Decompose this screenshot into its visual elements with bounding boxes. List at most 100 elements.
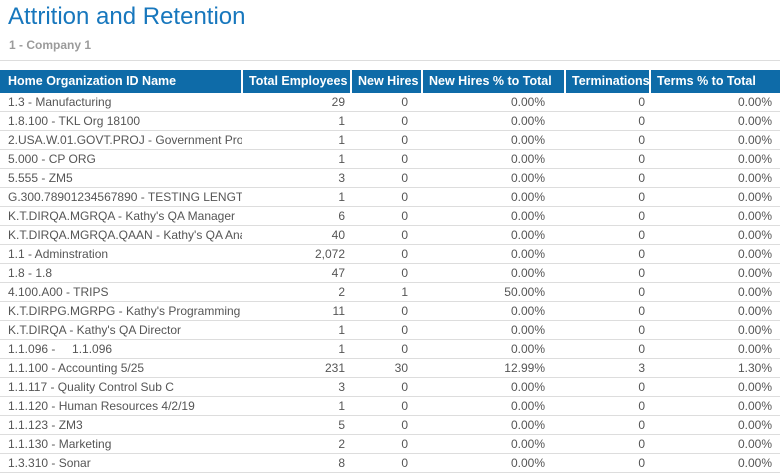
cell-terminations: 0 — [565, 320, 650, 340]
cell-terms_pct: 0.00% — [650, 339, 780, 359]
table-row: 1.3.310 - Sonar 8 0 0.00% 0 0.00% — [0, 453, 780, 473]
cell-new_hires: 1 — [351, 282, 422, 302]
cell-terminations: 0 — [565, 453, 650, 473]
cell-total_employees: 1 — [242, 111, 351, 131]
cell-terms_pct: 0.00% — [650, 320, 780, 340]
cell-terminations: 3 — [565, 358, 650, 378]
cell-terms_pct: 1.30% — [650, 358, 780, 378]
page-title: Attrition and Retention — [8, 3, 246, 30]
cell-total_employees: 8 — [242, 453, 351, 473]
cell-org_name: 5.555 - ZM5 — [0, 168, 242, 188]
report-subtitle: 1 - Company 1 — [9, 38, 92, 52]
cell-terminations: 0 — [565, 263, 650, 283]
cell-org_name: 1.3.310 - Sonar — [0, 453, 242, 473]
cell-new_hires_pct: 0.00% — [422, 377, 565, 397]
cell-total_employees: 2 — [242, 282, 351, 302]
cell-total_employees: 1 — [242, 149, 351, 169]
table-row: 5.000 - CP ORG 1 0 0.00% 0 0.00% — [0, 149, 780, 169]
cell-terms_pct: 0.00% — [650, 244, 780, 264]
cell-new_hires_pct: 0.00% — [422, 168, 565, 188]
cell-total_employees: 1 — [242, 130, 351, 150]
cell-terms_pct: 0.00% — [650, 149, 780, 169]
cell-new_hires_pct: 0.00% — [422, 453, 565, 473]
cell-terms_pct: 0.00% — [650, 130, 780, 150]
cell-total_employees: 1 — [242, 339, 351, 359]
cell-terminations: 0 — [565, 377, 650, 397]
cell-org_name: 4.100.A00 - TRIPS — [0, 282, 242, 302]
cell-total_employees: 2 — [242, 434, 351, 454]
cell-new_hires: 0 — [351, 206, 422, 226]
cell-new_hires_pct: 0.00% — [422, 93, 565, 112]
cell-total_employees: 11 — [242, 301, 351, 321]
cell-terminations: 0 — [565, 244, 650, 264]
column-header-new_hires: New Hires — [350, 70, 422, 93]
cell-new_hires_pct: 0.00% — [422, 244, 565, 264]
cell-terminations: 0 — [565, 396, 650, 416]
attrition-retention-table: Home Organization ID Name Total Employees… — [0, 70, 780, 473]
cell-terminations: 0 — [565, 282, 650, 302]
cell-org_name: G.300.78901234567890 - TESTING LENGTHS — [0, 187, 242, 207]
cell-terms_pct: 0.00% — [650, 434, 780, 454]
cell-new_hires: 0 — [351, 149, 422, 169]
cell-org_name: 1.1.123 - ZM3 — [0, 415, 242, 435]
cell-terms_pct: 0.00% — [650, 206, 780, 226]
table-row: 1.3 - Manufacturing 29 0 0.00% 0 0.00% — [0, 93, 780, 112]
cell-terminations: 0 — [565, 187, 650, 207]
cell-new_hires_pct: 0.00% — [422, 111, 565, 131]
table-header: Home Organization ID Name Total Employees… — [0, 70, 780, 93]
cell-terms_pct: 0.00% — [650, 225, 780, 245]
cell-terminations: 0 — [565, 206, 650, 226]
cell-new_hires: 0 — [351, 244, 422, 264]
cell-org_name: K.T.DIRQA.MGRQA.QAAN - Kathy's QA Analys… — [0, 225, 242, 245]
column-header-org_name: Home Organization ID Name — [0, 70, 242, 93]
table-row: 5.555 - ZM5 3 0 0.00% 0 0.00% — [0, 168, 780, 188]
table-body: 1.3 - Manufacturing 29 0 0.00% 0 0.00% 1.8.100… — [0, 93, 780, 473]
column-header-new_hires_pct: New Hires % to Total — [421, 70, 565, 93]
cell-org_name: K.T.DIRQA - Kathy's QA Director — [0, 320, 242, 340]
cell-total_employees: 3 — [242, 377, 351, 397]
cell-new_hires_pct: 0.00% — [422, 301, 565, 321]
cell-total_employees: 1 — [242, 187, 351, 207]
cell-total_employees: 2,072 — [242, 244, 351, 264]
cell-total_employees: 231 — [242, 358, 351, 378]
cell-new_hires_pct: 0.00% — [422, 434, 565, 454]
table-row: 1.1.123 - ZM3 5 0 0.00% 0 0.00% — [0, 415, 780, 435]
cell-new_hires_pct: 0.00% — [422, 149, 565, 169]
cell-total_employees: 1 — [242, 320, 351, 340]
table-row: K.T.DIRQA.MGRQA.QAAN - Kathy's QA Analys… — [0, 225, 780, 245]
cell-org_name: K.T.DIRPG.MGRPG - Kathy's Programming Mg… — [0, 301, 242, 321]
cell-terms_pct: 0.00% — [650, 301, 780, 321]
cell-new_hires: 0 — [351, 111, 422, 131]
table-header-row: Home Organization ID Name Total Employees… — [0, 70, 780, 93]
cell-new_hires: 0 — [351, 93, 422, 112]
table-row: 1.1.117 - Quality Control Sub C 3 0 0.00% 0 0… — [0, 377, 780, 397]
cell-new_hires: 0 — [351, 187, 422, 207]
cell-new_hires_pct: 0.00% — [422, 396, 565, 416]
cell-terminations: 0 — [565, 149, 650, 169]
cell-terminations: 0 — [565, 111, 650, 131]
cell-new_hires: 0 — [351, 377, 422, 397]
cell-terms_pct: 0.00% — [650, 282, 780, 302]
cell-new_hires_pct: 0.00% — [422, 415, 565, 435]
cell-new_hires: 30 — [351, 358, 422, 378]
cell-new_hires: 0 — [351, 434, 422, 454]
table-row: 1.1.120 - Human Resources 4/2/19 1 0 0.00% 0… — [0, 396, 780, 416]
cell-new_hires: 0 — [351, 320, 422, 340]
table-row: K.T.DIRQA.MGRQA - Kathy's QA Manager 6 0 0.… — [0, 206, 780, 226]
cell-new_hires_pct: 0.00% — [422, 130, 565, 150]
table-row: 1.8 - 1.8 47 0 0.00% 0 0.00% — [0, 263, 780, 283]
table-row: 4.100.A00 - TRIPS 2 1 50.00% 0 0.00% — [0, 282, 780, 302]
cell-new_hires: 0 — [351, 396, 422, 416]
cell-total_employees: 47 — [242, 263, 351, 283]
cell-org_name: 2.USA.W.01.GOVT.PROJ - Government Projec… — [0, 130, 242, 150]
cell-org_name: 1.1 - Adminstration — [0, 244, 242, 264]
cell-terminations: 0 — [565, 301, 650, 321]
cell-new_hires_pct: 12.99% — [422, 358, 565, 378]
cell-new_hires_pct: 0.00% — [422, 187, 565, 207]
column-header-total_employees: Total Employees — [241, 70, 351, 93]
cell-new_hires: 0 — [351, 453, 422, 473]
column-header-terms_pct: Terms % to Total — [649, 70, 780, 93]
cell-terminations: 0 — [565, 168, 650, 188]
cell-terms_pct: 0.00% — [650, 263, 780, 283]
cell-terminations: 0 — [565, 225, 650, 245]
